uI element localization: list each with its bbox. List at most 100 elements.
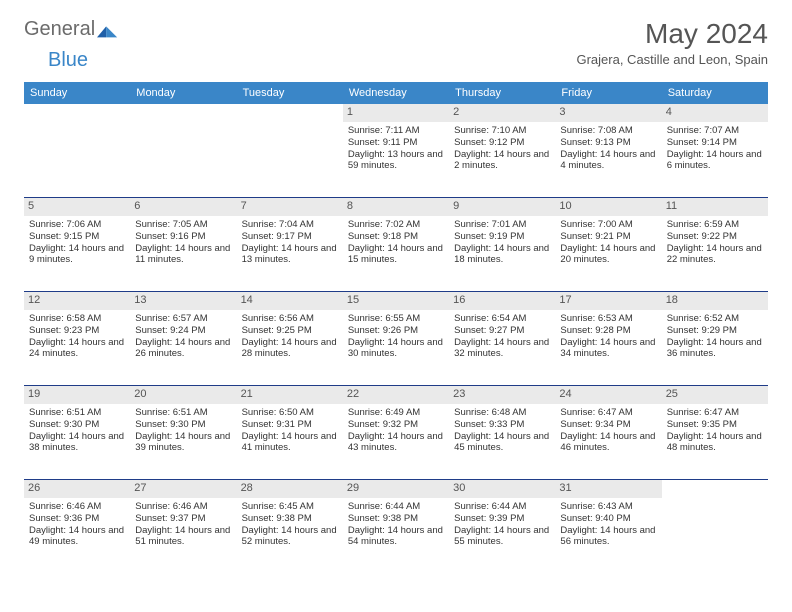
calendar-table: SundayMondayTuesdayWednesdayThursdayFrid… xyxy=(24,82,768,573)
day-info: Sunrise: 6:51 AMSunset: 9:30 PMDaylight:… xyxy=(135,407,231,455)
calendar-cell: 30 Sunrise: 6:44 AMSunset: 9:39 PMDayligh… xyxy=(449,480,555,574)
day-info: Sunrise: 6:51 AMSunset: 9:30 PMDaylight:… xyxy=(29,407,125,455)
brand-part2: Blue xyxy=(48,49,88,71)
day-info: Sunrise: 7:08 AMSunset: 9:13 PMDaylight:… xyxy=(560,125,656,173)
calendar-cell: 11 Sunrise: 6:59 AMSunset: 9:22 PMDayligh… xyxy=(662,198,768,292)
calendar-cell xyxy=(662,480,768,574)
day-number: 12 xyxy=(24,292,130,310)
day-number: 28 xyxy=(237,480,343,498)
day-number: 30 xyxy=(449,480,555,498)
calendar-cell: 27 Sunrise: 6:46 AMSunset: 9:37 PMDayligh… xyxy=(130,480,236,574)
weekday-header: Saturday xyxy=(662,82,768,104)
calendar-cell: 6 Sunrise: 7:05 AMSunset: 9:16 PMDaylight… xyxy=(130,198,236,292)
day-info: Sunrise: 6:55 AMSunset: 9:26 PMDaylight:… xyxy=(348,313,444,361)
month-title: May 2024 xyxy=(576,18,768,50)
day-info: Sunrise: 6:46 AMSunset: 9:37 PMDaylight:… xyxy=(135,501,231,549)
day-info: Sunrise: 7:01 AMSunset: 9:19 PMDaylight:… xyxy=(454,219,550,267)
day-number: 26 xyxy=(24,480,130,498)
calendar-cell: 1Sunrise: 7:11 AMSunset: 9:11 PMDaylight… xyxy=(343,104,449,198)
day-number: 2 xyxy=(449,104,555,122)
day-info: Sunrise: 7:10 AMSunset: 9:12 PMDaylight:… xyxy=(454,125,550,173)
calendar-cell: 28 Sunrise: 6:45 AMSunset: 9:38 PMDayligh… xyxy=(237,480,343,574)
day-info: Sunrise: 6:45 AMSunset: 9:38 PMDaylight:… xyxy=(242,501,338,549)
day-number: 27 xyxy=(130,480,236,498)
calendar-cell: 8Sunrise: 7:02 AMSunset: 9:18 PMDaylight… xyxy=(343,198,449,292)
calendar-cell: 4 Sunrise: 7:07 AMSunset: 9:14 PMDaylight… xyxy=(662,104,768,198)
location: Grajera, Castille and Leon, Spain xyxy=(576,52,768,67)
calendar-cell: 7 Sunrise: 7:04 AMSunset: 9:17 PMDaylight… xyxy=(237,198,343,292)
calendar-cell: 5 Sunrise: 7:06 AMSunset: 9:15 PMDaylight… xyxy=(24,198,130,292)
calendar-cell: 2 Sunrise: 7:10 AMSunset: 9:12 PMDaylight… xyxy=(449,104,555,198)
day-info: Sunrise: 7:00 AMSunset: 9:21 PMDaylight:… xyxy=(560,219,656,267)
day-number: 19 xyxy=(24,386,130,404)
day-number: 11 xyxy=(662,198,768,216)
day-info: Sunrise: 6:56 AMSunset: 9:25 PMDaylight:… xyxy=(242,313,338,361)
day-number: 16 xyxy=(449,292,555,310)
calendar-cell: 23Sunrise: 6:48 AMSunset: 9:33 PMDayligh… xyxy=(449,386,555,480)
calendar-cell: 29Sunrise: 6:44 AMSunset: 9:38 PMDayligh… xyxy=(343,480,449,574)
day-number: 31 xyxy=(555,480,661,498)
day-number: 17 xyxy=(555,292,661,310)
day-info: Sunrise: 6:59 AMSunset: 9:22 PMDaylight:… xyxy=(667,219,763,267)
weekday-header: Sunday xyxy=(24,82,130,104)
calendar-cell: 17 Sunrise: 6:53 AMSunset: 9:28 PMDayligh… xyxy=(555,292,661,386)
day-info: Sunrise: 6:49 AMSunset: 9:32 PMDaylight:… xyxy=(348,407,444,455)
title-block: May 2024 Grajera, Castille and Leon, Spa… xyxy=(576,18,768,67)
calendar-cell: 12 Sunrise: 6:58 AMSunset: 9:23 PMDayligh… xyxy=(24,292,130,386)
day-info: Sunrise: 6:46 AMSunset: 9:36 PMDaylight:… xyxy=(29,501,125,549)
day-number: 25 xyxy=(662,386,768,404)
day-info: Sunrise: 7:06 AMSunset: 9:15 PMDaylight:… xyxy=(29,219,125,267)
page: General May 2024 Grajera, Castille and L… xyxy=(0,0,792,591)
calendar-cell: 14Sunrise: 6:56 AMSunset: 9:25 PMDayligh… xyxy=(237,292,343,386)
day-info: Sunrise: 6:47 AMSunset: 9:35 PMDaylight:… xyxy=(667,407,763,455)
calendar-row: 1Sunrise: 7:11 AMSunset: 9:11 PMDaylight… xyxy=(24,104,768,198)
weekday-header: Thursday xyxy=(449,82,555,104)
day-info: Sunrise: 7:04 AMSunset: 9:17 PMDaylight:… xyxy=(242,219,338,267)
calendar-cell: 20 Sunrise: 6:51 AMSunset: 9:30 PMDayligh… xyxy=(130,386,236,480)
calendar-cell: 21Sunrise: 6:50 AMSunset: 9:31 PMDayligh… xyxy=(237,386,343,480)
day-number: 10 xyxy=(555,198,661,216)
weekday-header: Tuesday xyxy=(237,82,343,104)
day-info: Sunrise: 6:44 AMSunset: 9:39 PMDaylight:… xyxy=(454,501,550,549)
day-number: 24 xyxy=(555,386,661,404)
calendar-cell: 19 Sunrise: 6:51 AMSunset: 9:30 PMDayligh… xyxy=(24,386,130,480)
day-info: Sunrise: 7:11 AMSunset: 9:11 PMDaylight:… xyxy=(348,125,444,173)
day-info: Sunrise: 6:53 AMSunset: 9:28 PMDaylight:… xyxy=(560,313,656,361)
calendar-cell: 18Sunrise: 6:52 AMSunset: 9:29 PMDayligh… xyxy=(662,292,768,386)
day-info: Sunrise: 6:50 AMSunset: 9:31 PMDaylight:… xyxy=(242,407,338,455)
calendar-cell: 3 Sunrise: 7:08 AMSunset: 9:13 PMDaylight… xyxy=(555,104,661,198)
calendar-cell: 31 Sunrise: 6:43 AMSunset: 9:40 PMDayligh… xyxy=(555,480,661,574)
day-number: 5 xyxy=(24,198,130,216)
calendar-cell: 24Sunrise: 6:47 AMSunset: 9:34 PMDayligh… xyxy=(555,386,661,480)
weekday-header: Friday xyxy=(555,82,661,104)
calendar-cell: 16 Sunrise: 6:54 AMSunset: 9:27 PMDayligh… xyxy=(449,292,555,386)
day-number: 7 xyxy=(237,198,343,216)
logo: General xyxy=(24,18,121,41)
calendar-cell: 26 Sunrise: 6:46 AMSunset: 9:36 PMDayligh… xyxy=(24,480,130,574)
day-number: 22 xyxy=(343,386,449,404)
calendar-row: 12 Sunrise: 6:58 AMSunset: 9:23 PMDayligh… xyxy=(24,292,768,386)
day-info: Sunrise: 6:58 AMSunset: 9:23 PMDaylight:… xyxy=(29,313,125,361)
calendar-cell: 13Sunrise: 6:57 AMSunset: 9:24 PMDayligh… xyxy=(130,292,236,386)
day-number: 4 xyxy=(662,104,768,122)
calendar-cell xyxy=(24,104,130,198)
calendar-cell: 9 Sunrise: 7:01 AMSunset: 9:19 PMDaylight… xyxy=(449,198,555,292)
logo-icon xyxy=(97,22,119,38)
calendar-cell xyxy=(130,104,236,198)
day-number: 15 xyxy=(343,292,449,310)
calendar-head: SundayMondayTuesdayWednesdayThursdayFrid… xyxy=(24,82,768,104)
day-number: 13 xyxy=(130,292,236,310)
calendar-cell: 25 Sunrise: 6:47 AMSunset: 9:35 PMDayligh… xyxy=(662,386,768,480)
day-number: 9 xyxy=(449,198,555,216)
day-info: Sunrise: 6:43 AMSunset: 9:40 PMDaylight:… xyxy=(560,501,656,549)
calendar-cell: 22 Sunrise: 6:49 AMSunset: 9:32 PMDayligh… xyxy=(343,386,449,480)
weekday-header: Monday xyxy=(130,82,236,104)
day-info: Sunrise: 7:07 AMSunset: 9:14 PMDaylight:… xyxy=(667,125,763,173)
day-number: 29 xyxy=(343,480,449,498)
day-info: Sunrise: 7:05 AMSunset: 9:16 PMDaylight:… xyxy=(135,219,231,267)
day-info: Sunrise: 6:52 AMSunset: 9:29 PMDaylight:… xyxy=(667,313,763,361)
day-info: Sunrise: 6:54 AMSunset: 9:27 PMDaylight:… xyxy=(454,313,550,361)
day-number: 3 xyxy=(555,104,661,122)
day-number: 20 xyxy=(130,386,236,404)
day-number: 6 xyxy=(130,198,236,216)
